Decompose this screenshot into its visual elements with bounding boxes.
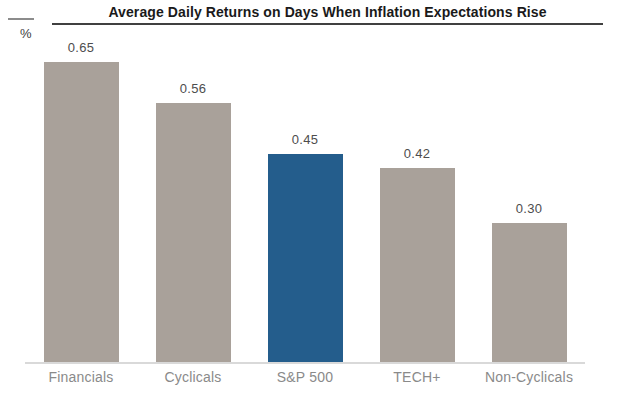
category-labels: FinancialsCyclicalsS&P 500TECH+Non-Cycli… [25,369,585,385]
category-label-s-p-500: S&P 500 [249,369,361,385]
bar-chart: Average Daily Returns on Days When Infla… [0,0,640,400]
category-label-cyclicals: Cyclicals [137,369,249,385]
bar-tech- [380,168,455,362]
plot-area: 0.65 0.56 0.45 0.42 0.30 [25,30,585,364]
bar-group-financials: 0.65 [25,30,137,362]
bar-group-tech-: 0.42 [361,30,473,362]
bar-value-label: 0.45 [292,132,319,147]
bar-value-label: 0.56 [180,81,207,96]
bar-group-non-cyclicals: 0.30 [473,30,585,362]
bar-group-cyclicals: 0.56 [137,30,249,362]
bar-value-label: 0.30 [516,201,543,216]
category-label-tech-: TECH+ [361,369,473,385]
category-label-non-cyclicals: Non-Cyclicals [473,369,585,385]
top-left-rule [8,18,34,20]
category-label-financials: Financials [25,369,137,385]
bar-value-label: 0.65 [68,40,95,55]
bar-group-s-p-500: 0.45 [249,30,361,362]
bar-financials [44,62,119,362]
chart-title: Average Daily Returns on Days When Infla… [108,4,546,20]
bar-value-label: 0.42 [404,146,431,161]
bar-s-p-500 [268,154,343,362]
bar-cyclicals [156,103,231,362]
chart-header: Average Daily Returns on Days When Infla… [52,0,603,25]
bar-non-cyclicals [492,223,567,362]
